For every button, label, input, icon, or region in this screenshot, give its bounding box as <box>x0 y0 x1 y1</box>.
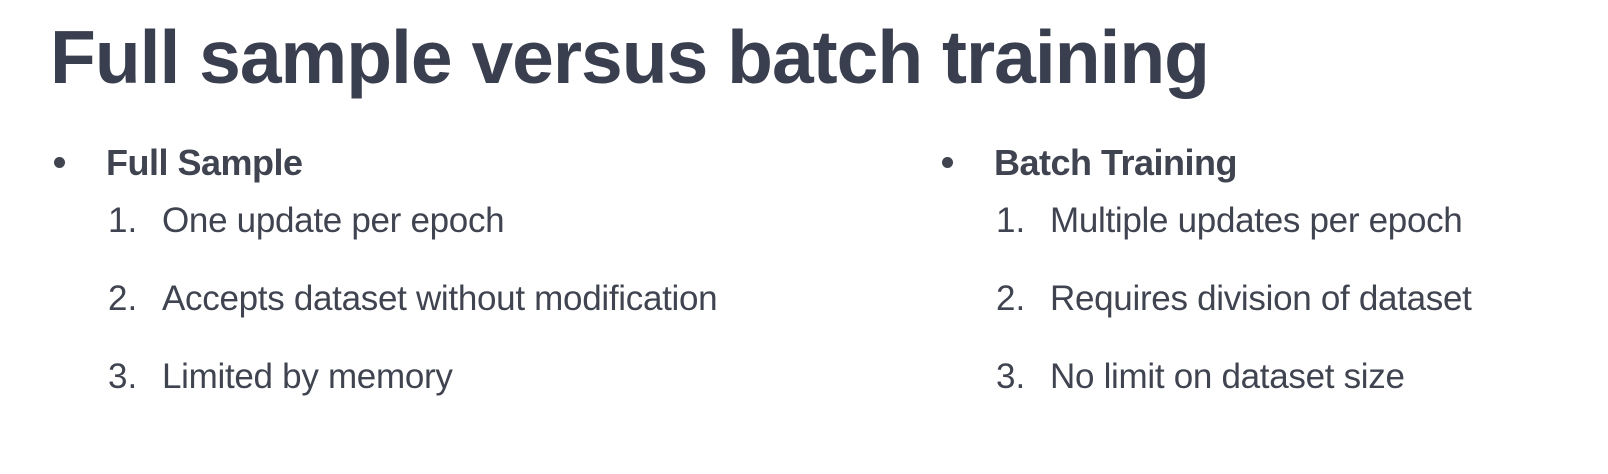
list-item-text: Multiple updates per epoch <box>1050 201 1463 240</box>
list-item-text: One update per epoch <box>162 201 505 240</box>
bullet-dot-icon <box>942 157 953 168</box>
list-item-number: 1. <box>996 201 1026 240</box>
list-item-text: Limited by memory <box>162 357 453 396</box>
slide-title: Full sample versus batch training <box>50 15 1210 99</box>
batch-training-heading: Batch Training <box>994 142 1238 183</box>
list-item-number: 3. <box>996 357 1026 396</box>
bullet-dot-icon <box>54 157 65 168</box>
list-item-text: No limit on dataset size <box>1050 357 1405 396</box>
list-item-text: Accepts dataset without modification <box>162 279 718 318</box>
list-item-number: 2. <box>996 279 1026 318</box>
list-item-text: Requires division of dataset <box>1050 279 1472 318</box>
list-item-number: 3. <box>108 357 138 396</box>
full-sample-heading: Full Sample <box>106 142 303 183</box>
list-item-number: 2. <box>108 279 138 318</box>
list-item-number: 1. <box>108 201 138 240</box>
